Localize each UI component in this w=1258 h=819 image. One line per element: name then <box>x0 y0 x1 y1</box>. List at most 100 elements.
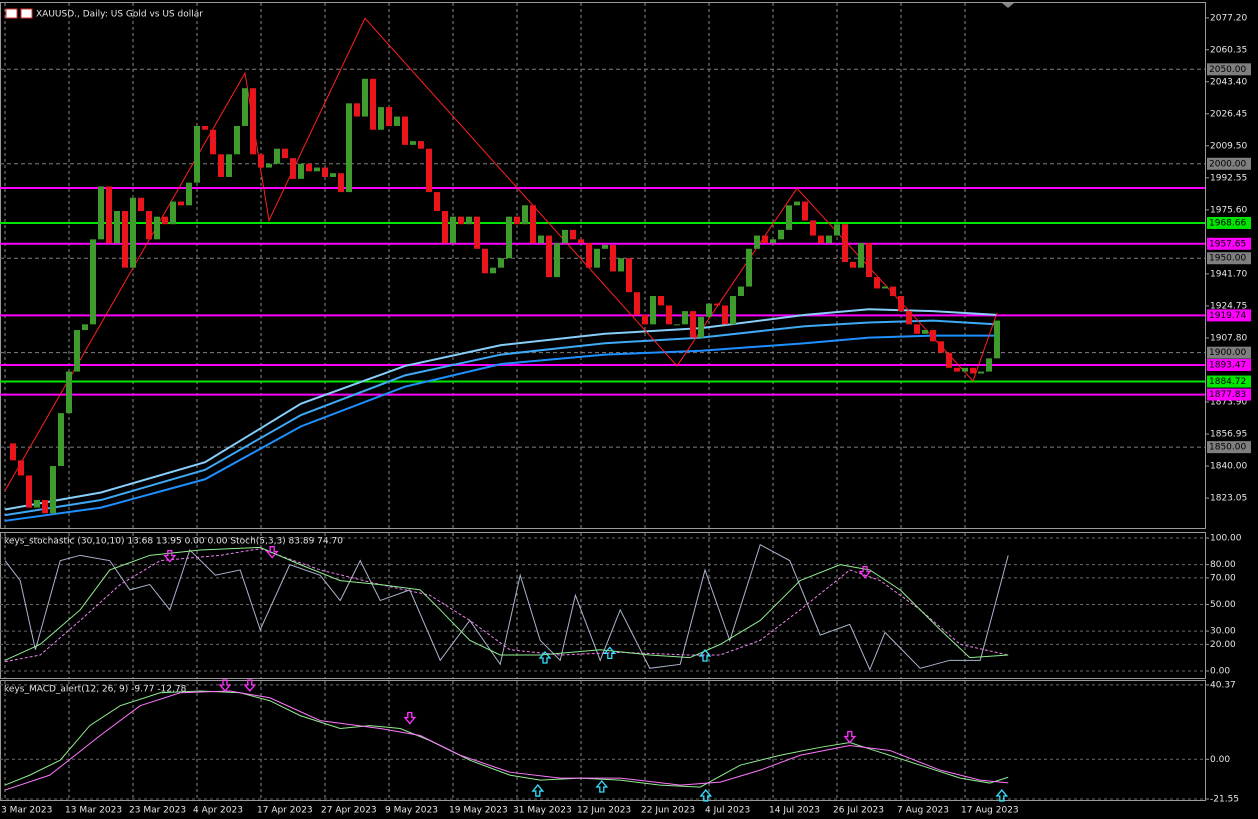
candle <box>914 324 920 334</box>
y-tick-label: 1975.60 <box>1210 205 1247 215</box>
level-label: 1900.00 <box>1209 348 1246 358</box>
y-tick-label: 1873.90 <box>1210 397 1247 407</box>
candle <box>42 500 48 514</box>
candle <box>978 371 984 374</box>
candle <box>178 201 184 206</box>
candle <box>946 352 952 368</box>
y-tick-label: -21.55 <box>1210 794 1239 804</box>
y-tick-label: 0.00 <box>1210 666 1230 676</box>
indicator-line <box>4 543 1009 671</box>
level-label: 1950.00 <box>1209 254 1246 264</box>
candle <box>650 296 656 325</box>
x-tick-label: 3 Mar 2023 <box>1 806 52 816</box>
y-tick-label: 1856.95 <box>1210 430 1247 440</box>
candle <box>666 305 672 325</box>
candle <box>778 229 784 240</box>
candle <box>490 267 496 274</box>
level-label: 1884.72 <box>1209 377 1246 387</box>
candle <box>330 173 336 177</box>
candle <box>146 210 152 240</box>
candle <box>858 243 864 268</box>
level-label-box <box>1207 359 1251 372</box>
macd-frame <box>0 680 1206 801</box>
signal-arrow <box>538 650 552 664</box>
icon-part <box>20 8 33 19</box>
signal-arrow <box>163 550 177 563</box>
candle <box>202 125 208 130</box>
x-tick-label: 9 May 2023 <box>385 806 438 816</box>
candle <box>298 163 304 179</box>
x-tick-label: 12 Jun 2023 <box>577 806 631 816</box>
candle <box>970 367 976 374</box>
indicator-line <box>4 548 1009 663</box>
candle <box>986 358 992 372</box>
candle <box>162 216 168 225</box>
candle <box>10 443 16 461</box>
signal-arrow <box>995 789 1009 802</box>
candle <box>226 154 232 177</box>
candle <box>818 235 824 244</box>
signal-arrow <box>843 730 857 744</box>
candle <box>794 201 800 206</box>
level-label-box <box>1207 252 1251 265</box>
x-tick-label: 4 Apr 2023 <box>193 806 243 816</box>
level-label-box <box>1207 63 1251 76</box>
candle <box>738 286 744 297</box>
candle <box>434 192 440 211</box>
level-label-box <box>1207 216 1251 229</box>
indicator-line <box>4 308 998 511</box>
candle <box>770 239 776 244</box>
candle <box>930 330 936 342</box>
candle <box>706 303 712 317</box>
signal-arrow <box>699 789 713 802</box>
symbol-icon <box>5 8 33 19</box>
candle <box>122 210 128 268</box>
candle <box>578 239 584 244</box>
level-label: 2050.00 <box>1209 65 1246 75</box>
y-tick-label: 1907.80 <box>1210 333 1247 343</box>
candle <box>842 224 848 263</box>
signal-arrow <box>531 784 545 797</box>
candle <box>90 239 96 325</box>
indicator-line <box>4 690 1009 791</box>
scroll-marker <box>1002 3 1014 8</box>
y-tick-label: 30.00 <box>1210 627 1236 637</box>
level-label-box <box>1207 346 1251 359</box>
panel-title: keys_MACD_alert(12, 26, 9) -9.77 -12.78 <box>4 685 187 695</box>
candle <box>194 125 200 183</box>
candle <box>554 243 560 278</box>
x-tick-label: 14 Jul 2023 <box>769 806 820 816</box>
panel-title: keys_stochastic (30,10,10) 13.68 13.95 0… <box>4 537 343 547</box>
y-tick-label: 100.00 <box>1210 534 1242 544</box>
candle <box>522 205 528 225</box>
candle <box>938 341 944 353</box>
candle <box>186 182 192 206</box>
indicator-line <box>4 546 1009 661</box>
candle <box>874 277 880 289</box>
x-tick-label: 31 May 2023 <box>513 806 572 816</box>
level-label-box <box>1207 157 1251 170</box>
chart-title: XAUUSD., Daily: US Gold vs US dollar <box>36 10 203 20</box>
level-label: 2000.00 <box>1209 159 1246 169</box>
candle <box>954 367 960 372</box>
candle <box>322 167 328 177</box>
x-tick-label: 7 Aug 2023 <box>897 806 949 816</box>
candle <box>762 235 768 244</box>
candle <box>66 371 72 414</box>
signal-arrow <box>403 711 417 725</box>
candle <box>882 286 888 289</box>
y-tick-label: 80.00 <box>1210 560 1236 570</box>
candle <box>114 210 120 244</box>
candle <box>802 201 808 221</box>
candle <box>362 78 368 117</box>
candle <box>474 216 480 249</box>
candle <box>674 324 680 326</box>
candle <box>218 154 224 177</box>
indicator-line <box>4 319 998 517</box>
candle <box>626 258 632 293</box>
candle <box>394 116 400 126</box>
candle <box>514 216 520 225</box>
y-tick-label: 2043.40 <box>1210 77 1247 87</box>
candle <box>586 243 592 268</box>
candle <box>658 296 664 306</box>
